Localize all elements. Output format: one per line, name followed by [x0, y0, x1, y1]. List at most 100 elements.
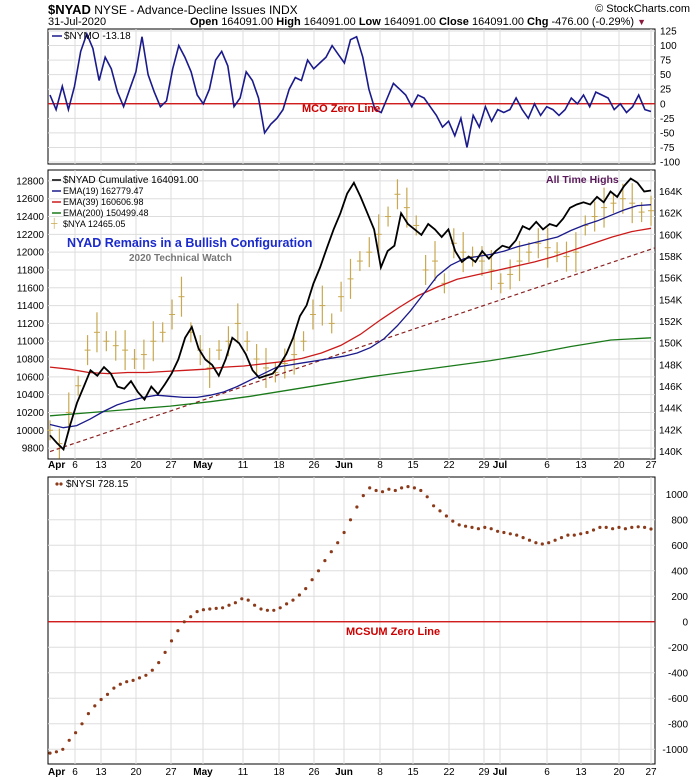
- nya-y-tick: 11600: [17, 283, 45, 294]
- nysi-point: [579, 532, 583, 536]
- nysi-y-tick: 800: [671, 515, 688, 526]
- nyad-y-tick: 164K: [659, 187, 683, 198]
- nysi-point: [534, 541, 538, 545]
- nysi-y-tick: 600: [671, 541, 688, 552]
- nyad-y-tick: 146K: [659, 382, 683, 393]
- chart-title: NYAD Remains in a Bullish Configuration: [67, 236, 312, 250]
- nysi-point: [342, 530, 346, 535]
- nysi-point: [233, 601, 237, 605]
- nya-legend-swatch: ┼: [50, 217, 58, 229]
- nysi-point: [438, 509, 442, 513]
- x-tick-label: 6: [72, 767, 78, 778]
- nysi-point: [483, 525, 487, 530]
- nysi-point: [502, 530, 506, 535]
- nyad-y-tick: 142K: [659, 425, 683, 436]
- chg-label: Chg: [527, 16, 549, 28]
- nysi-point: [598, 525, 602, 530]
- nysi-point: [591, 528, 596, 532]
- mco-y-tick: 0: [660, 99, 666, 110]
- nya-y-tick: 11400: [17, 301, 45, 312]
- x-tick-label: 6: [544, 460, 550, 471]
- nya-y-tick: 12600: [16, 194, 44, 205]
- nysi-point: [189, 615, 193, 619]
- nysi-point: [476, 527, 480, 531]
- nysi-point: [112, 686, 116, 690]
- nya-y-tick: 12200: [16, 230, 44, 241]
- nysi-point: [291, 598, 295, 602]
- x-tick-label: Apr: [48, 460, 65, 471]
- nysi-point: [617, 525, 621, 530]
- nyad-cumulative-line: [49, 177, 652, 452]
- nysi-point: [508, 532, 512, 536]
- x-tick-label: 6: [544, 767, 550, 778]
- nysi-point: [246, 598, 250, 602]
- nysi-point: [566, 533, 570, 537]
- all-time-highs-annotation: All Time Highs: [546, 174, 619, 186]
- x-tick-label: 11: [238, 767, 249, 778]
- x-tick-label: 18: [273, 767, 285, 778]
- nysi-point: [406, 485, 410, 489]
- x-tick-label: Jul: [493, 460, 508, 471]
- nysi-point: [214, 606, 218, 611]
- nysi-point: [515, 533, 519, 537]
- mco-legend: $NYMO -13.18: [64, 31, 131, 42]
- nya-y-tick: 12000: [16, 248, 44, 259]
- nysi-point: [348, 518, 353, 522]
- nysi-point: [649, 527, 653, 531]
- nya-y-tick: 10000: [16, 426, 44, 437]
- nysi-point: [163, 650, 167, 655]
- nysi-point: [623, 527, 628, 531]
- nya-y-tick: 9800: [22, 444, 45, 455]
- nysi-point: [195, 610, 199, 614]
- close-value: 164091.00: [471, 16, 524, 28]
- nysi-point: [131, 678, 135, 683]
- ema39-line: [49, 227, 652, 375]
- chart-subtitle: 2020 Technical Watch: [129, 253, 232, 264]
- x-tick-label: May: [193, 460, 213, 471]
- nysi-point: [86, 712, 90, 716]
- nysi-point: [105, 692, 110, 697]
- stockcharts-credit[interactable]: © StockCharts.com: [595, 3, 690, 15]
- nysi-point: [310, 578, 314, 582]
- nysi-point: [125, 680, 129, 684]
- series-layer: [47, 31, 656, 755]
- x-tick-label: 11: [238, 460, 249, 471]
- nyad-y-tick: 158K: [659, 252, 683, 263]
- nysi-point: [572, 533, 576, 537]
- x-tick-label: 20: [613, 460, 625, 471]
- mco-y-tick: 100: [660, 41, 677, 52]
- nysi-point: [201, 608, 205, 612]
- down-triangle-icon: ▼: [637, 17, 647, 27]
- nysi-point: [329, 550, 333, 554]
- nysi-point: [240, 597, 244, 601]
- x-tick-label: 8: [377, 767, 383, 778]
- nysi-y-tick: -600: [668, 694, 688, 705]
- nysi-point: [265, 608, 269, 612]
- nysi-point: [393, 488, 397, 493]
- nya-y-tick: 10600: [16, 372, 44, 383]
- nysi-point: [425, 495, 429, 499]
- x-tick-label: 13: [95, 767, 107, 778]
- nysi-point: [457, 523, 461, 527]
- nysi-point: [93, 704, 97, 708]
- nysi-point: [604, 525, 608, 530]
- nysi-point: [553, 538, 557, 542]
- nya-y-tick: 12800: [16, 176, 44, 187]
- support-trendline: [49, 247, 656, 453]
- mco-panel-frame: [47, 28, 656, 165]
- nysi-point: [630, 525, 634, 530]
- nysi-point: [259, 607, 263, 611]
- nysi-point: [208, 607, 212, 611]
- nysi-point: [368, 486, 372, 490]
- x-tick-label: 22: [443, 767, 455, 778]
- nysi-point: [221, 606, 225, 610]
- ema200-legend: EMA(200) 150499.48: [63, 208, 149, 218]
- axis-layer: Apr Apr 6 6 13 13 20 20 27 27 May May 11 11 18 18 26 26 Ju…: [16, 27, 688, 779]
- symbol-description: NYSE - Advance-Decline Issues INDX: [94, 3, 298, 17]
- nysi-point: [169, 639, 174, 643]
- nysi-point: [489, 527, 493, 531]
- symbol: $NYAD: [48, 2, 91, 17]
- open-value: 164091.00: [221, 16, 274, 28]
- nysi-point: [182, 620, 186, 624]
- nyad-y-tick: 150K: [659, 339, 683, 350]
